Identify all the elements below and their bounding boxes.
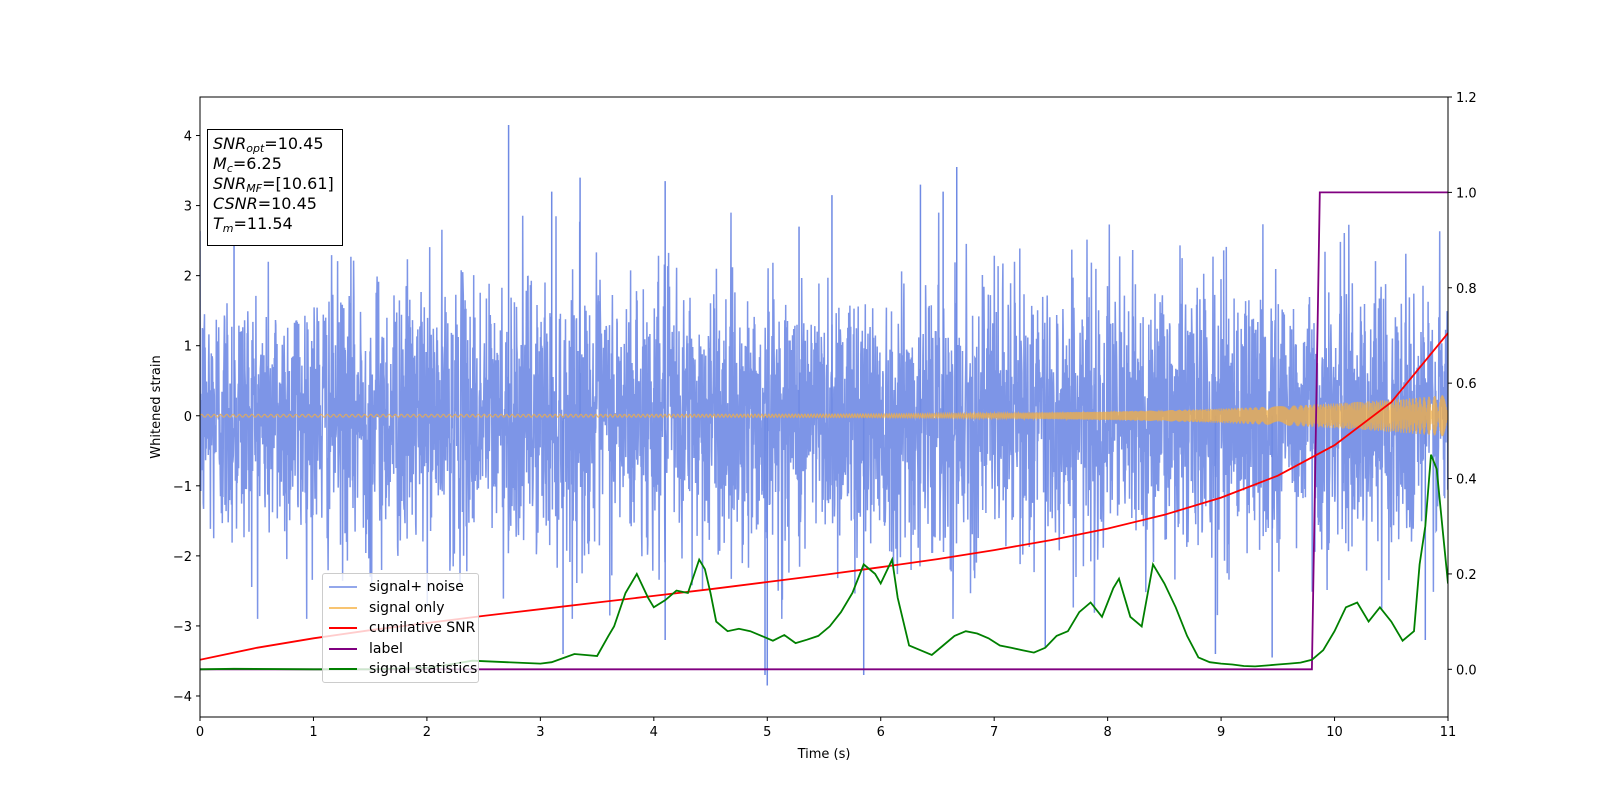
y-tick-label: −1 <box>173 480 192 495</box>
x-tick-label: 11 <box>1440 725 1457 740</box>
info-snr-mf: SNRMF=[10.61] <box>213 174 334 195</box>
signal-only-series <box>200 395 1448 437</box>
legend-label: signal only <box>369 599 445 616</box>
y-tick-label: 4 <box>184 130 192 145</box>
y2-tick-label: 0.8 <box>1456 282 1477 297</box>
signal-only-line <box>200 395 1448 437</box>
y-axis-left: 4 3 2 1 0 −1 −2 −3 −4 <box>173 130 200 705</box>
legend-swatch <box>329 647 357 650</box>
info-box: SNRopt=10.45 Mc=6.25 SNRMF=[10.61] CSNR=… <box>207 129 343 246</box>
legend-swatch <box>329 627 357 630</box>
x-tick-label: 3 <box>536 725 544 740</box>
legend-label: cumilative SNR <box>369 620 476 637</box>
legend-item-signal-only: signal only <box>329 598 478 619</box>
x-axis: 0 1 2 3 4 5 6 7 8 9 10 11 <box>196 717 1456 740</box>
legend-label: label <box>369 640 403 657</box>
x-tick-label: 10 <box>1326 725 1343 740</box>
legend-swatch <box>329 606 357 609</box>
y2-tick-label: 1.2 <box>1456 91 1477 106</box>
x-tick-label: 5 <box>763 725 771 740</box>
legend-item-signal-statistics: signal statistics <box>329 659 478 680</box>
y2-tick-label: 0.4 <box>1456 473 1477 488</box>
y2-tick-label: 0.0 <box>1456 663 1477 678</box>
x-tick-label: 8 <box>1103 725 1111 740</box>
label-line <box>200 191 1448 671</box>
y-tick-label: 3 <box>184 200 192 215</box>
y-tick-label: 0 <box>184 410 192 425</box>
y2-tick-label: 0.6 <box>1456 377 1477 392</box>
x-tick-label: 4 <box>650 725 658 740</box>
legend-label: signal+ noise <box>369 579 464 596</box>
signal-statistics-line <box>200 454 1448 671</box>
legend-swatch <box>329 586 357 589</box>
y-tick-label: 2 <box>184 270 192 285</box>
legend-item-label: label <box>329 639 478 660</box>
legend: signal+ noise signal only cumilative SNR… <box>322 573 479 683</box>
info-snr-opt: SNRopt=10.45 <box>213 134 324 155</box>
legend-swatch <box>329 668 357 671</box>
x-tick-label: 9 <box>1217 725 1225 740</box>
y-axis-right: 1.2 1.0 0.8 0.6 0.4 0.2 0.0 <box>1448 91 1477 678</box>
legend-item-signal-noise: signal+ noise <box>329 577 478 598</box>
x-tick-label: 7 <box>990 725 998 740</box>
x-tick-label: 2 <box>423 725 431 740</box>
info-tm: Tm=11.54 <box>213 214 293 235</box>
y-tick-label: −2 <box>173 550 192 565</box>
info-csnr: CSNR=10.45 <box>213 194 317 213</box>
legend-item-cumulative-snr: cumilative SNR <box>329 618 478 639</box>
x-tick-label: 0 <box>196 725 204 740</box>
info-mc: Mc=6.25 <box>213 154 282 175</box>
y-axis-label: Whitened strain <box>149 355 164 458</box>
y-tick-label: −3 <box>173 620 192 635</box>
x-tick-label: 6 <box>877 725 885 740</box>
x-tick-label: 1 <box>309 725 317 740</box>
y2-tick-label: 1.0 <box>1456 186 1477 201</box>
plot-frame <box>199 96 1449 718</box>
x-axis-label: Time (s) <box>797 747 851 762</box>
legend-label: signal statistics <box>369 661 478 678</box>
y-tick-label: 1 <box>184 340 192 355</box>
y-tick-label: −4 <box>173 690 192 705</box>
y2-tick-label: 0.2 <box>1456 568 1477 583</box>
